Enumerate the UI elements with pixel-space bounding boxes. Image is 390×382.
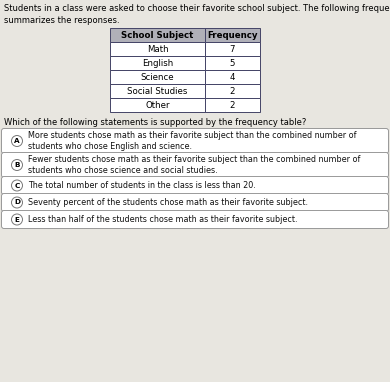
- Text: Other: Other: [145, 100, 170, 110]
- Text: E: E: [14, 217, 20, 222]
- Text: C: C: [14, 183, 20, 188]
- FancyBboxPatch shape: [2, 194, 388, 212]
- Bar: [205, 28, 260, 42]
- FancyBboxPatch shape: [2, 210, 388, 228]
- Text: English: English: [142, 58, 173, 68]
- Text: 2: 2: [230, 100, 235, 110]
- Text: D: D: [14, 199, 20, 206]
- Text: The total number of students in the class is less than 20.: The total number of students in the clas…: [28, 181, 256, 190]
- Bar: [110, 98, 205, 112]
- Text: B: B: [14, 162, 20, 168]
- Circle shape: [11, 197, 23, 208]
- Bar: [205, 84, 260, 98]
- Text: 5: 5: [230, 58, 235, 68]
- Text: Students in a class were asked to choose their favorite school subject. The foll: Students in a class were asked to choose…: [4, 4, 390, 25]
- Bar: [110, 42, 205, 56]
- Text: 4: 4: [230, 73, 235, 81]
- Text: Social Studies: Social Studies: [127, 86, 188, 96]
- Text: Less than half of the students chose math as their favorite subject.: Less than half of the students chose mat…: [28, 215, 298, 224]
- Text: School Subject: School Subject: [121, 31, 194, 39]
- FancyBboxPatch shape: [2, 176, 388, 194]
- Bar: [110, 28, 205, 42]
- FancyBboxPatch shape: [2, 152, 388, 178]
- Text: Science: Science: [141, 73, 174, 81]
- Text: 7: 7: [230, 44, 235, 53]
- Circle shape: [11, 160, 23, 170]
- Text: More students chose math as their favorite subject than the combined number of
s: More students chose math as their favori…: [28, 131, 356, 151]
- FancyBboxPatch shape: [2, 128, 388, 154]
- Bar: [205, 56, 260, 70]
- Circle shape: [11, 136, 23, 147]
- Text: Fewer students chose math as their favorite subject than the combined number of
: Fewer students chose math as their favor…: [28, 155, 360, 175]
- Bar: [205, 42, 260, 56]
- Text: Frequency: Frequency: [207, 31, 258, 39]
- Text: Which of the following statements is supported by the frequency table?: Which of the following statements is sup…: [4, 118, 307, 127]
- Bar: [205, 70, 260, 84]
- Bar: [110, 56, 205, 70]
- Text: Math: Math: [147, 44, 168, 53]
- Text: 2: 2: [230, 86, 235, 96]
- Text: Seventy percent of the students chose math as their favorite subject.: Seventy percent of the students chose ma…: [28, 198, 308, 207]
- Bar: [205, 98, 260, 112]
- Bar: [110, 84, 205, 98]
- Text: A: A: [14, 138, 20, 144]
- Bar: [110, 70, 205, 84]
- Circle shape: [11, 214, 23, 225]
- Circle shape: [11, 180, 23, 191]
